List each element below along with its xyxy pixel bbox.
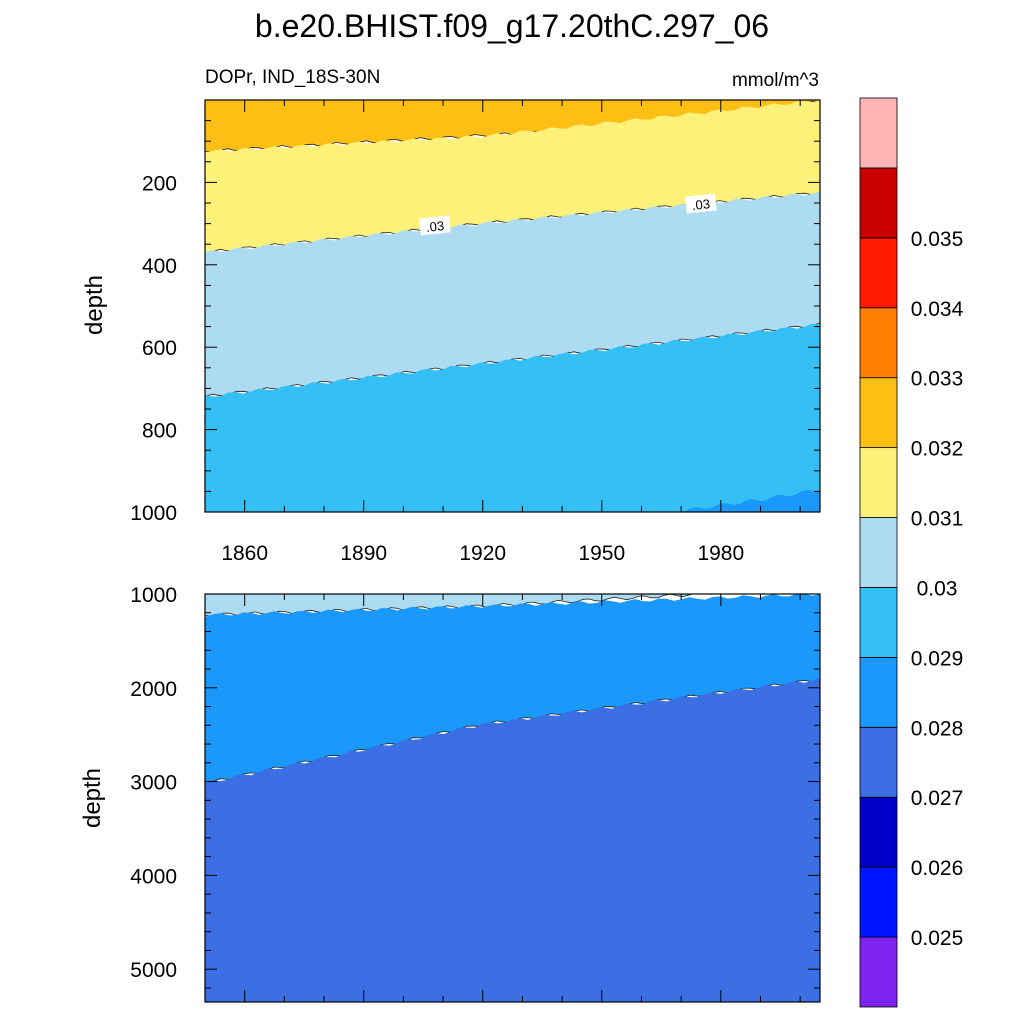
colorbar-box	[859, 587, 898, 658]
colorbar-label: 0.034	[911, 298, 964, 321]
variable-region-label: DOPr, IND_18S-30N	[205, 67, 380, 88]
units-label: mmol/m^3	[732, 70, 819, 91]
colorbar-box	[859, 866, 898, 938]
upper-depth-axis-label: depth	[81, 275, 108, 335]
contour-label-text: .03	[425, 218, 445, 235]
upper-region-0.030-0.031	[205, 100, 820, 255]
lower-region-0.026-0.027	[205, 677, 820, 1002]
colorbar-box	[859, 726, 898, 798]
colorbar-label: 0.035	[911, 228, 964, 251]
colorbar-box	[859, 517, 898, 588]
y-tick-label: 400	[142, 255, 177, 278]
y-tick-label: 1000	[130, 502, 177, 525]
colorbar-box	[859, 167, 898, 239]
lower-region-0.027-0.028	[205, 594, 820, 786]
y-tick-label: 600	[142, 337, 177, 360]
lower-depth-panel: 1000 2000 3000 4000 5000	[130, 584, 821, 1003]
x-tick-label: 1860	[221, 542, 268, 565]
colorbar-label: 0.033	[911, 368, 964, 391]
colorbar-box	[859, 237, 898, 309]
colorbar-box	[859, 796, 898, 868]
colorbar-label: 0.029	[911, 647, 964, 670]
colorbar-box	[859, 447, 898, 518]
colorbar-label: 0.032	[911, 438, 964, 461]
x-tick-label: 1920	[459, 542, 506, 565]
contour-label: .03	[419, 215, 451, 236]
y-tick-label: 3000	[130, 772, 177, 795]
upper-region-0.027-0.028	[673, 490, 820, 512]
colorbar-label: 0.028	[911, 717, 964, 740]
y-tick-label: 200	[142, 172, 177, 195]
upper-region-0.029-0.030	[205, 191, 820, 397]
chart-title: b.e20.BHIST.f09_g17.20thC.297_06	[255, 8, 769, 44]
x-tick-label: 1950	[578, 542, 625, 565]
y-tick-label: 1000	[130, 584, 177, 607]
y-tick-label: 2000	[130, 678, 177, 701]
colorbar-box	[859, 307, 898, 379]
lower-contour-line	[205, 594, 693, 617]
upper-region-0.028-0.029	[205, 323, 820, 512]
contour-label-text: .03	[691, 196, 711, 213]
lower-depth-axis-label: depth	[79, 768, 106, 828]
colorbar-box	[859, 936, 898, 1008]
colorbar-label: 0.026	[911, 857, 964, 880]
colorbar-label: 0.03	[917, 577, 958, 600]
colorbar-label: 0.031	[911, 508, 964, 531]
colorbar: 0.025 0.026 0.027 0.028 0.029 0.03 0.031 0.032 0…	[859, 97, 964, 1008]
upper-depth-panel: 1860 1890 1920 1950 1980 200 400 600 800 1000 .03.…	[130, 99, 821, 565]
colorbar-label: 0.025	[911, 927, 964, 950]
colorbar-box	[859, 377, 898, 449]
colorbar-box	[859, 97, 898, 169]
x-tick-label: 1890	[340, 542, 387, 565]
y-tick-label: 5000	[130, 959, 177, 982]
upper-region-0.031-0.032	[205, 100, 820, 153]
y-tick-label: 4000	[130, 865, 177, 888]
lower-frame	[204, 593, 821, 1003]
contour-label: .03	[685, 193, 717, 214]
y-tick-label: 800	[142, 420, 177, 443]
colorbar-label: 0.027	[911, 787, 964, 810]
x-tick-label: 1980	[697, 542, 744, 565]
colorbar-box	[859, 656, 898, 728]
